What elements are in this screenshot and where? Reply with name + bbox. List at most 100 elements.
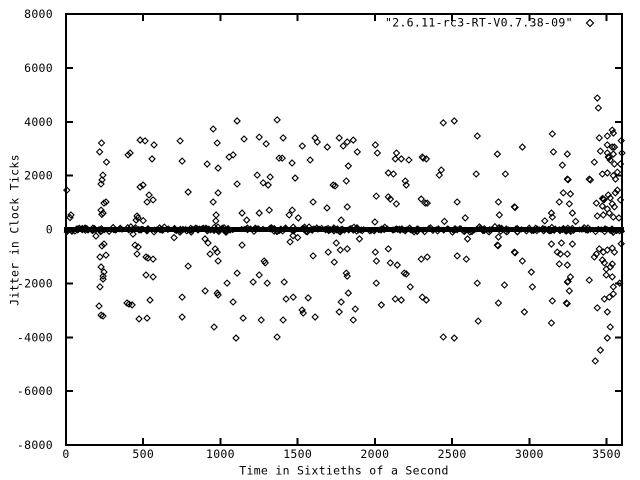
data-point bbox=[97, 139, 106, 147]
band-point bbox=[468, 228, 476, 236]
data-point bbox=[213, 289, 221, 297]
data-point bbox=[422, 296, 431, 304]
data-point bbox=[548, 213, 557, 221]
data-point bbox=[610, 143, 619, 151]
band-point bbox=[547, 227, 555, 235]
data-point bbox=[311, 134, 319, 142]
band-point bbox=[601, 228, 608, 236]
data-point bbox=[313, 138, 322, 146]
data-point bbox=[609, 150, 618, 158]
data-point bbox=[603, 308, 612, 316]
data-point bbox=[473, 279, 482, 287]
band-point bbox=[259, 225, 267, 233]
data-point bbox=[240, 135, 248, 143]
data-point bbox=[142, 271, 150, 279]
data-point bbox=[472, 170, 480, 178]
data-point bbox=[602, 271, 611, 279]
y-tick-label: -4000 bbox=[17, 330, 53, 344]
band-point bbox=[171, 224, 178, 232]
band-point bbox=[144, 224, 152, 232]
data-point bbox=[474, 317, 482, 325]
data-point bbox=[239, 314, 247, 322]
data-point bbox=[564, 277, 572, 286]
data-point bbox=[371, 248, 380, 256]
data-point bbox=[229, 298, 237, 306]
data-point bbox=[596, 147, 605, 155]
data-point bbox=[178, 293, 186, 301]
data-point bbox=[145, 191, 153, 199]
x-axis-label: Time in Sixtieths of a Second bbox=[239, 463, 449, 478]
band-point bbox=[316, 225, 323, 233]
data-point bbox=[527, 268, 536, 276]
data-point bbox=[148, 155, 156, 163]
band-point bbox=[115, 225, 123, 233]
data-point bbox=[97, 311, 105, 319]
data-point bbox=[565, 287, 574, 295]
band-point bbox=[199, 225, 206, 232]
data-point bbox=[450, 117, 459, 125]
data-point bbox=[603, 169, 612, 177]
data-point bbox=[371, 218, 379, 226]
data-point bbox=[566, 190, 575, 198]
band-point bbox=[567, 228, 574, 236]
band-point bbox=[188, 225, 196, 233]
band-point bbox=[68, 228, 76, 235]
data-point bbox=[391, 295, 400, 303]
band-point bbox=[73, 225, 80, 233]
data-point bbox=[599, 211, 608, 219]
band-point bbox=[389, 226, 397, 233]
band-point bbox=[432, 226, 440, 233]
band-point bbox=[313, 224, 321, 231]
data-point bbox=[405, 156, 413, 164]
data-point bbox=[288, 159, 296, 167]
data-point bbox=[178, 313, 186, 321]
data-point bbox=[401, 177, 410, 185]
data-point bbox=[406, 283, 415, 291]
band-point bbox=[375, 226, 382, 234]
data-point bbox=[124, 151, 132, 159]
data-point bbox=[609, 213, 618, 221]
data-point bbox=[349, 136, 358, 144]
data-point bbox=[67, 211, 75, 219]
y-tick-label: 8000 bbox=[24, 7, 53, 21]
data-point bbox=[608, 126, 617, 134]
data-point bbox=[592, 199, 601, 207]
band-point bbox=[144, 226, 151, 234]
data-point bbox=[336, 246, 345, 254]
data-point bbox=[384, 245, 393, 253]
data-point bbox=[608, 200, 617, 208]
band-point bbox=[380, 225, 387, 232]
data-point bbox=[400, 269, 409, 277]
band-point bbox=[606, 227, 614, 235]
data-point bbox=[255, 209, 263, 217]
data-point bbox=[265, 206, 274, 214]
band-point bbox=[273, 228, 281, 236]
band-point bbox=[81, 224, 89, 231]
data-point bbox=[593, 94, 602, 102]
data-point bbox=[203, 160, 211, 168]
band-point bbox=[518, 226, 525, 233]
data-point bbox=[304, 294, 312, 302]
data-point bbox=[606, 194, 615, 202]
band-point bbox=[159, 226, 167, 233]
data-point bbox=[128, 301, 136, 309]
band-point bbox=[465, 227, 472, 234]
data-point bbox=[402, 181, 411, 189]
data-point bbox=[342, 177, 351, 185]
x-tick-label: 1000 bbox=[206, 447, 235, 461]
data-point bbox=[595, 245, 604, 253]
band-point bbox=[291, 226, 298, 233]
data-point bbox=[131, 241, 139, 249]
data-point bbox=[392, 200, 401, 208]
band-point bbox=[453, 226, 461, 234]
data-point bbox=[558, 161, 567, 169]
data-point bbox=[511, 203, 519, 212]
data-point bbox=[212, 211, 220, 219]
x-tick-label: 3500 bbox=[592, 447, 621, 461]
data-point bbox=[212, 217, 220, 225]
data-point bbox=[142, 253, 150, 261]
data-point bbox=[259, 179, 268, 187]
data-point bbox=[62, 186, 71, 194]
band-point bbox=[487, 227, 494, 235]
data-point bbox=[96, 283, 104, 291]
